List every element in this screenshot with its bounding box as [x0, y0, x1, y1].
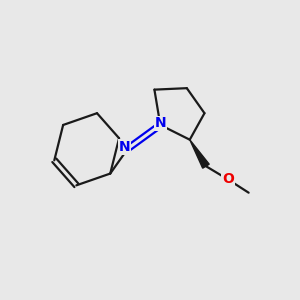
Polygon shape	[190, 140, 209, 168]
Text: N: N	[118, 140, 130, 154]
Text: O: O	[222, 172, 234, 186]
Text: N: N	[155, 116, 167, 130]
